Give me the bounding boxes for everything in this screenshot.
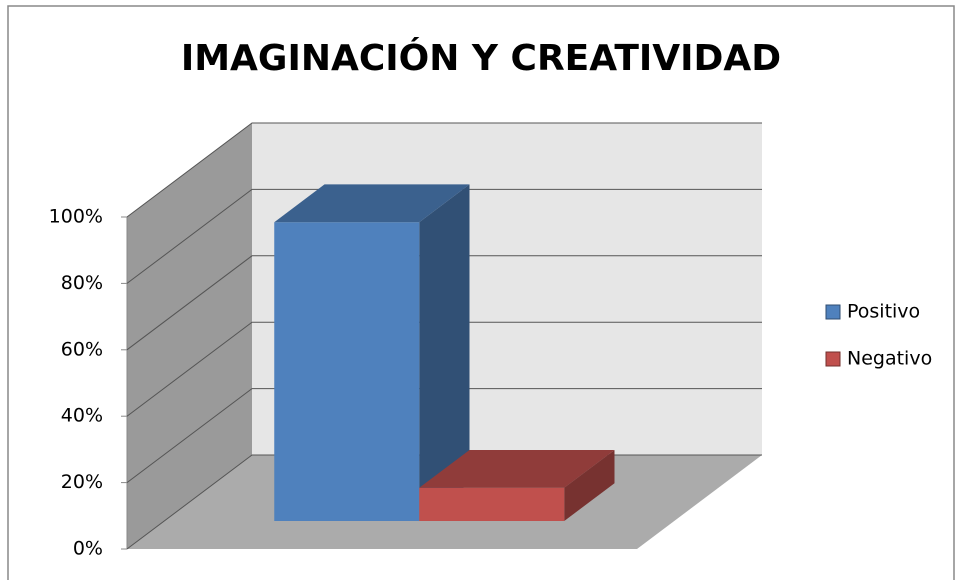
grid-line bbox=[126, 321, 762, 417]
grid-line bbox=[126, 255, 762, 351]
grid bbox=[126, 122, 762, 550]
legend-swatch bbox=[825, 351, 841, 367]
bar-side bbox=[419, 184, 470, 521]
legend-swatch bbox=[825, 304, 841, 320]
y-tick-label: 60% bbox=[61, 338, 103, 360]
bar-top bbox=[274, 184, 470, 223]
side-wall bbox=[127, 123, 252, 549]
y-tick-label: 40% bbox=[61, 405, 103, 427]
y-tick-label: 20% bbox=[61, 471, 103, 493]
grid-line bbox=[126, 388, 762, 483]
bar-top bbox=[419, 450, 615, 488]
bar bbox=[419, 450, 615, 521]
bar-front bbox=[419, 487, 565, 521]
y-tick-label: 80% bbox=[61, 272, 103, 294]
y-tick-label: 0% bbox=[73, 538, 103, 560]
bars bbox=[274, 184, 615, 521]
grid-line bbox=[126, 188, 762, 284]
y-tick-label: 100% bbox=[49, 206, 103, 228]
legend-label: Positivo bbox=[847, 301, 920, 323]
bar-front bbox=[274, 222, 420, 521]
bar bbox=[274, 184, 470, 521]
bar-side bbox=[564, 450, 615, 521]
grid-line bbox=[126, 122, 762, 218]
legend-label: Negativo bbox=[847, 348, 932, 370]
chart-title: IMAGINACIÓN Y CREATIVIDAD bbox=[181, 37, 781, 79]
